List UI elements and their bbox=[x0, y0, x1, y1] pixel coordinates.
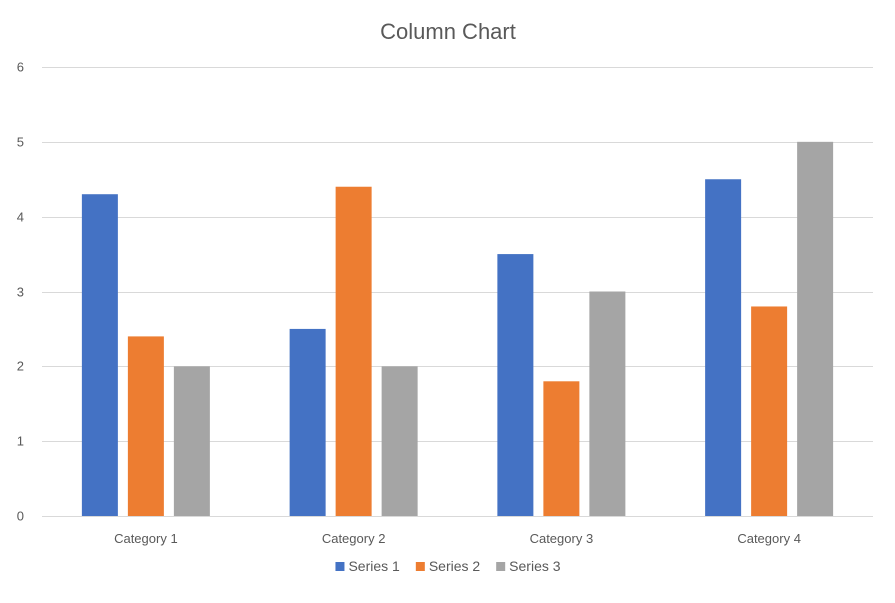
bar-1-1 bbox=[81, 194, 118, 516]
bar-3-1 bbox=[173, 366, 210, 516]
legend-swatch bbox=[415, 562, 425, 571]
bar-2-4 bbox=[751, 306, 788, 516]
legend-swatch bbox=[496, 562, 506, 571]
bar-2-1 bbox=[127, 336, 164, 516]
y-tick-label: 2 bbox=[17, 359, 24, 374]
gridlines bbox=[42, 67, 873, 517]
bar-3-4 bbox=[797, 141, 834, 517]
y-tick-label: 1 bbox=[17, 434, 24, 449]
y-axis-tick-labels: 0 1 2 3 4 5 6 bbox=[17, 60, 24, 524]
bar-3-2 bbox=[381, 366, 418, 516]
y-tick-label: 5 bbox=[17, 135, 24, 150]
legend-label: Series 3 bbox=[509, 558, 561, 574]
bar-2-2 bbox=[335, 186, 372, 516]
x-axis-tick-labels: Category 1 Category 2 Category 3 Category 4 bbox=[114, 531, 801, 546]
bar-1-2 bbox=[289, 328, 326, 516]
bar-1-4 bbox=[705, 179, 742, 516]
y-tick-label: 0 bbox=[17, 509, 24, 524]
y-tick-label: 4 bbox=[17, 210, 24, 225]
x-tick-label: Category 1 bbox=[114, 531, 178, 546]
legend-item: Series 1 bbox=[335, 558, 400, 574]
x-tick-label: Category 2 bbox=[322, 531, 386, 546]
bar-3-3 bbox=[589, 291, 626, 516]
legend-item: Series 2 bbox=[415, 558, 481, 574]
bars bbox=[81, 141, 834, 517]
legend-label: Series 1 bbox=[348, 558, 400, 574]
legend-item: Series 3 bbox=[496, 558, 561, 574]
legend: Series 1 Series 2 Series 3 bbox=[335, 558, 561, 574]
x-tick-label: Category 4 bbox=[737, 531, 801, 546]
y-tick-label: 3 bbox=[17, 285, 24, 300]
bar-2-3 bbox=[543, 381, 580, 516]
legend-label: Series 2 bbox=[429, 558, 481, 574]
bar-1-3 bbox=[497, 254, 534, 517]
y-tick-label: 6 bbox=[17, 60, 24, 75]
chart-title: Column Chart bbox=[380, 19, 516, 44]
legend-swatch bbox=[335, 562, 345, 571]
x-tick-label: Category 3 bbox=[530, 531, 594, 546]
